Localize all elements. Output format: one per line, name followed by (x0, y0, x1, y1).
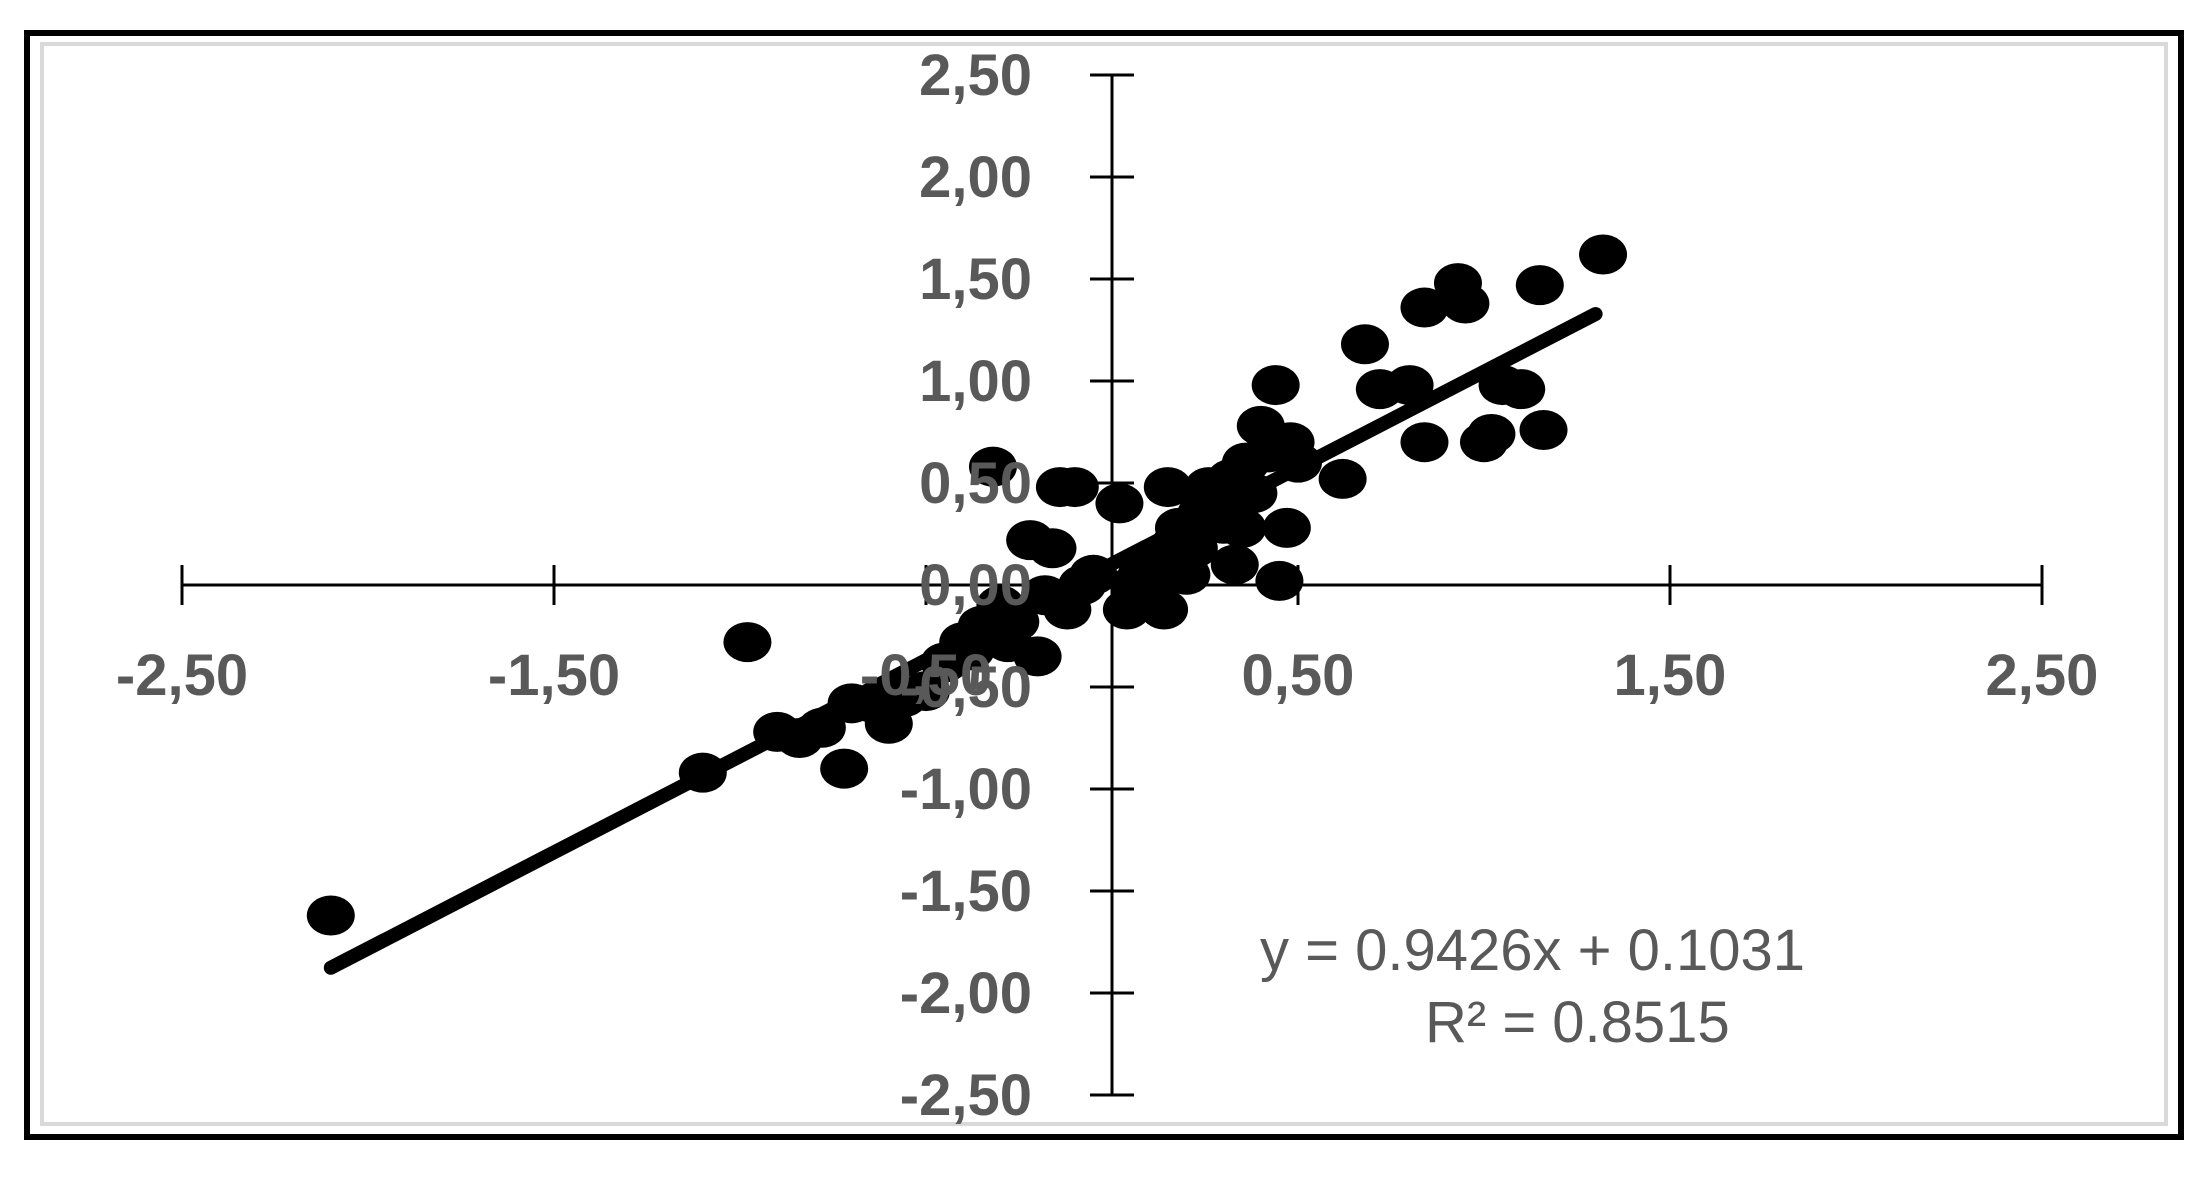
data-point (1210, 544, 1259, 585)
data-point (1385, 365, 1434, 406)
data-point (1467, 414, 1516, 455)
data-point (1229, 473, 1278, 514)
data-point (1400, 287, 1449, 328)
data-point (306, 895, 355, 936)
x-tick-label: -0,50 (860, 643, 992, 708)
x-tick-label: -2,50 (116, 643, 248, 708)
trendline-annotation: y = 0.9426x + 0.1031 R² = 0.8515 (1260, 918, 1805, 1055)
y-tick-label: -1,50 (900, 859, 1032, 924)
x-tick-label: 1,50 (1614, 643, 1727, 708)
y-tick-label: -0,50 (900, 655, 1032, 720)
data-point (1262, 507, 1311, 548)
data-point (1255, 560, 1304, 601)
y-tick-label: 0,00 (919, 553, 1032, 618)
data-point (820, 748, 869, 789)
data-point (1218, 507, 1267, 548)
data-point (678, 752, 727, 793)
chart-plot-area-border (40, 42, 2168, 1126)
tick-labels: -2,50 -1,50 -0,50 0,50 1,50 2,50 2,50 2,00 1,50 1… (116, 43, 2099, 1128)
data-point (1497, 369, 1546, 410)
data-point (1519, 409, 1568, 450)
data-point (1579, 234, 1628, 275)
data-point (1028, 528, 1077, 569)
data-point (1169, 528, 1218, 569)
data-point (797, 707, 846, 748)
data-point (968, 446, 1017, 487)
data-point (1251, 365, 1300, 406)
data-point (1143, 467, 1192, 508)
data-point (991, 601, 1040, 642)
trendline-equation-label: y = 0.9426x + 0.1031 (1260, 918, 1805, 983)
y-tick-label: 0,50 (919, 451, 1032, 516)
data-points (306, 234, 1628, 936)
y-tick-label: -1,00 (900, 757, 1032, 822)
y-tick-label: 2,00 (919, 145, 1032, 210)
y-tick-label: -2,50 (900, 1063, 1032, 1128)
data-point (1515, 265, 1564, 306)
x-tick-label: -1,50 (488, 643, 620, 708)
y-tick-label: -2,00 (900, 961, 1032, 1026)
data-point (1441, 283, 1490, 324)
data-point (1340, 324, 1389, 365)
data-point (1013, 636, 1062, 677)
data-point (1318, 458, 1367, 499)
data-point (1400, 422, 1449, 463)
data-point (1050, 467, 1099, 508)
y-tick-label: 1,50 (919, 247, 1032, 312)
data-point (1140, 589, 1189, 630)
x-tick-label: 0,50 (1242, 643, 1355, 708)
data-point (1069, 554, 1118, 595)
y-tick-label: 1,00 (919, 349, 1032, 414)
data-point (1095, 483, 1144, 524)
data-point (1274, 442, 1322, 483)
r-squared-label: R² = 0.8515 (1425, 990, 1730, 1055)
y-tick-label: 2,50 (919, 43, 1032, 108)
x-tick-label: 2,50 (1986, 643, 2099, 708)
data-point (723, 622, 772, 663)
